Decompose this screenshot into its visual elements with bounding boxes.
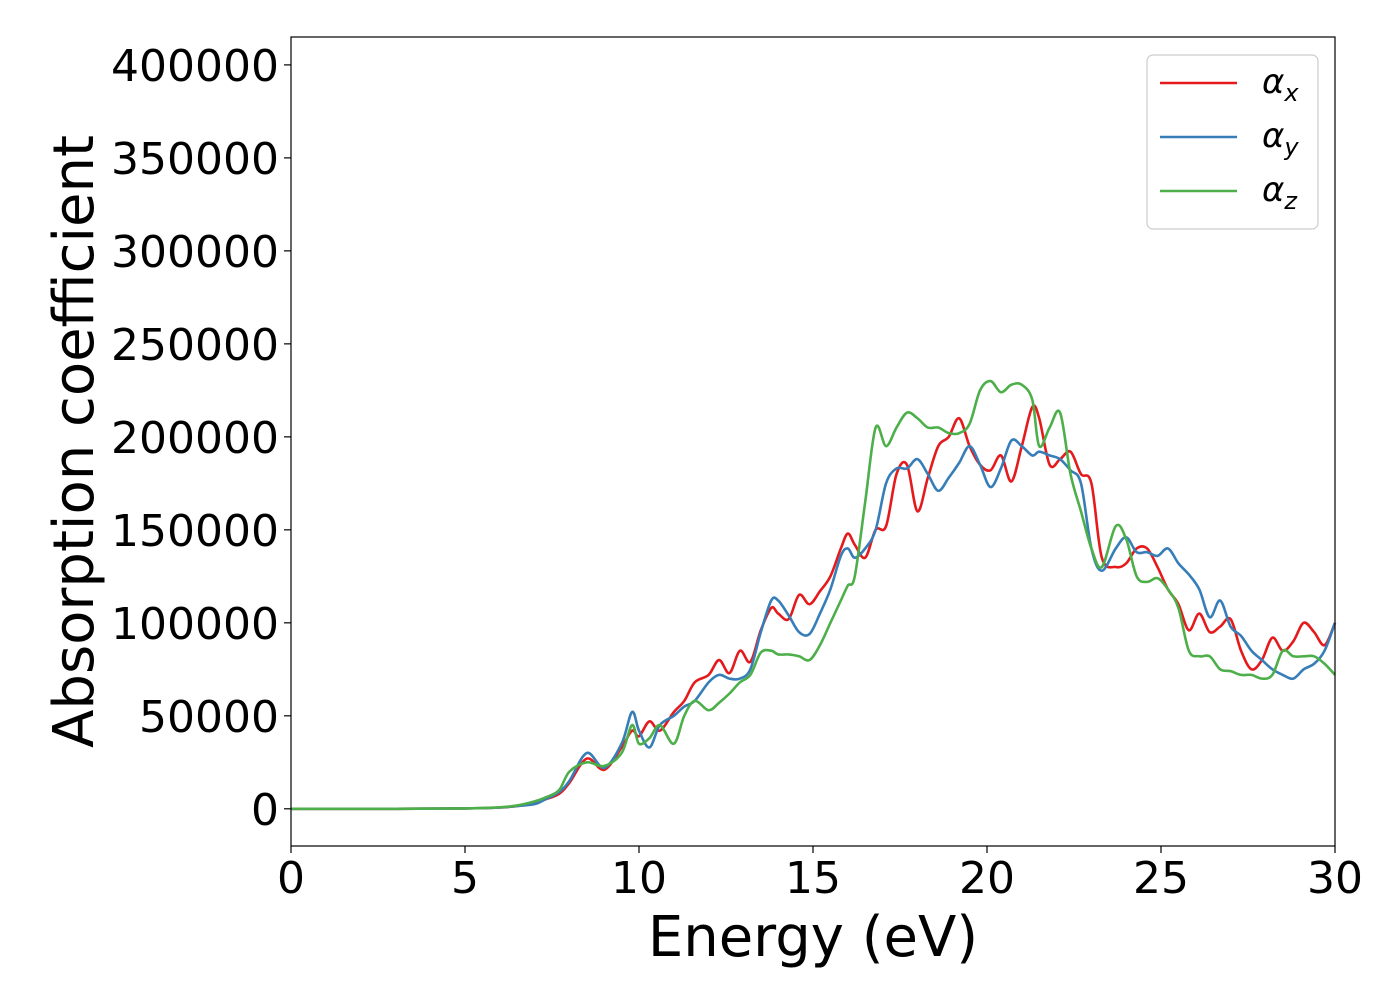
legend-label-x: αx	[1262, 62, 1299, 107]
legend-label-z: αz	[1262, 170, 1298, 215]
x-tick-label: 20	[959, 853, 1015, 904]
series-lines	[290, 379, 1337, 811]
legend-subscript: y	[1283, 133, 1299, 161]
x-axis-ticks: 0 5 10 15 20 25 30	[277, 846, 1363, 904]
legend-label-y: αy	[1262, 116, 1299, 161]
series-line-x	[290, 404, 1337, 811]
legend-box	[1146, 54, 1319, 230]
x-tick-label: 10	[611, 853, 667, 904]
x-tick-label: 25	[1133, 853, 1189, 904]
legend-symbol: α	[1262, 62, 1284, 102]
y-tick-label: 50000	[139, 692, 279, 743]
legend-subscript: z	[1283, 187, 1298, 215]
x-tick-label: 15	[785, 853, 841, 904]
y-tick-label: 350000	[111, 134, 279, 185]
y-axis-title: Absorption coefficient	[42, 135, 107, 748]
legend-symbol: α	[1262, 116, 1284, 156]
y-axis-ticks: 0 50000 100000 150000 200000 250000 300000 3500…	[111, 41, 291, 836]
x-tick-label: 0	[277, 853, 305, 904]
plot-frame	[290, 36, 1336, 847]
y-tick-label: 400000	[111, 41, 279, 92]
y-tick-label: 250000	[111, 320, 279, 371]
y-tick-label: 300000	[111, 227, 279, 278]
y-tick-label: 150000	[111, 506, 279, 557]
y-tick-label: 100000	[111, 599, 279, 650]
y-tick-label: 200000	[111, 413, 279, 464]
x-axis-title: Energy (eV)	[648, 905, 978, 970]
x-tick-label: 30	[1307, 853, 1363, 904]
legend-subscript: x	[1283, 79, 1299, 107]
y-tick-label: 0	[251, 785, 279, 836]
x-tick-label: 5	[451, 853, 479, 904]
series-line-z	[290, 379, 1336, 811]
series-line-y	[290, 438, 1337, 811]
legend-symbol: α	[1262, 170, 1284, 210]
